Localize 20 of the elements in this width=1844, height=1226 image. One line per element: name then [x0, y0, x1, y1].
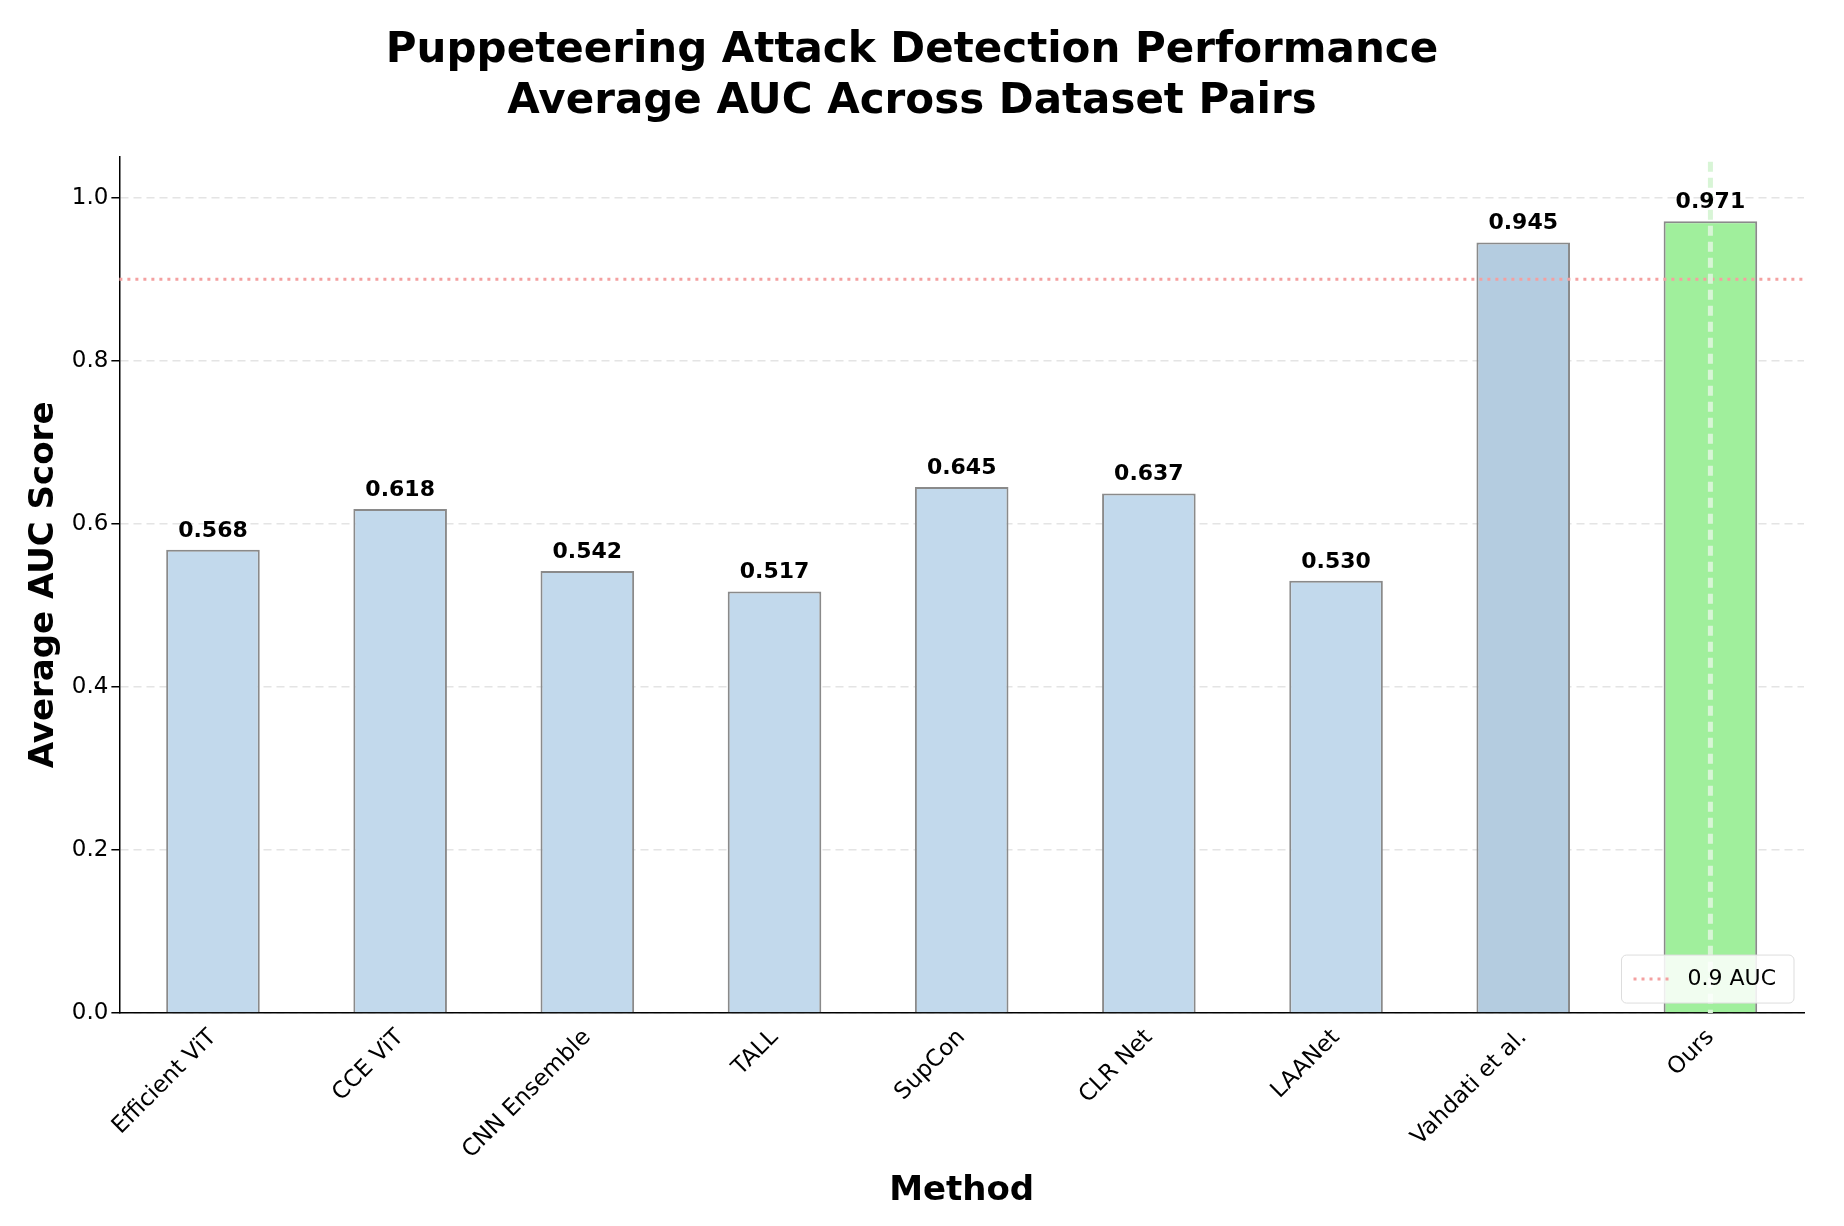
- data-label: 0.530: [1301, 547, 1371, 573]
- y-tick-label: 1.0: [71, 182, 109, 209]
- chart-title: Puppeteering Attack Detection Performance Average AUC Across Dataset Pairs: [385, 23, 1439, 123]
- y-tick-label: 0.2: [71, 834, 109, 861]
- y-tick-label: 0.8: [71, 345, 109, 372]
- data-label: 0.637: [1114, 460, 1184, 486]
- y-tick-label: 0.4: [71, 671, 109, 698]
- data-label: 0.568: [178, 516, 248, 542]
- data-label: 0.971: [1675, 187, 1746, 213]
- legend-label: 0.9 AUC: [1687, 964, 1777, 990]
- data-label: 0.517: [739, 558, 810, 584]
- data-label: 0.945: [1488, 209, 1559, 235]
- data-label: 0.542: [552, 537, 623, 563]
- x-tick-label: CLR Net: [1072, 1023, 1157, 1108]
- x-axis-title: Method: [889, 1168, 1035, 1209]
- y-tick-label: 0.6: [71, 508, 109, 535]
- data-label: 0.645: [926, 453, 997, 479]
- data-label: 0.618: [365, 475, 435, 501]
- y-tick-label: 0.0: [71, 998, 109, 1025]
- y-axis-title: Average AUC Score: [21, 401, 62, 769]
